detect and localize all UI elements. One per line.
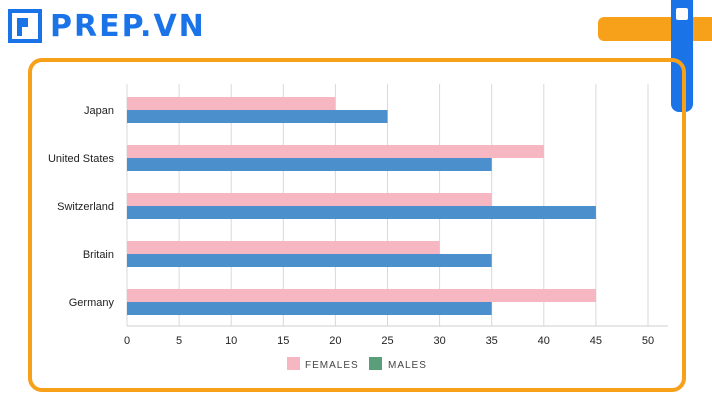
brand-name: PREP.VN [50,8,206,44]
value-axis-labels: 0 5 10 15 20 25 30 35 40 45 50 [124,335,654,347]
x-tick-label: 25 [381,335,393,347]
brand-logo: PREP.VN [8,8,206,44]
bar-males-3 [127,254,492,267]
x-tick-label: 5 [176,335,182,347]
chart-legend: FEMALES MALES [287,357,427,371]
category-label: Britain [83,249,114,261]
decor-white-square [676,8,688,20]
x-tick-label: 10 [225,335,237,347]
category-axis-labels: Japan United States Switzerland Britain Germ… [48,105,115,309]
category-label: Switzerland [57,201,114,213]
legend-label-males: MALES [388,360,427,371]
bar-males-0 [127,110,388,123]
x-tick-label: 0 [124,335,130,347]
bar-males-4 [127,302,492,315]
legend-swatch-males [369,357,382,370]
prep-logo-icon [8,9,42,43]
bar-females-2 [127,193,492,206]
bar-females-0 [127,97,336,110]
category-label: United States [48,153,115,165]
x-tick-label: 30 [433,335,445,347]
x-tick-label: 20 [329,335,341,347]
x-tick-label: 40 [538,335,550,347]
legend-swatch-females [287,357,300,370]
x-tick-label: 45 [590,335,602,347]
category-label: Germany [69,297,115,309]
x-tick-label: 15 [277,335,289,347]
bar-females-1 [127,145,544,158]
bar-females-3 [127,241,440,254]
category-label: Japan [84,105,114,117]
bar-males-2 [127,206,596,219]
decor-orange-bar [598,17,712,41]
x-tick-label: 50 [642,335,654,347]
bar-females-4 [127,289,596,302]
bar-males-1 [127,158,492,171]
decor-blue-bar [671,0,693,112]
chart-bars [127,97,596,315]
x-tick-label: 35 [486,335,498,347]
legend-label-females: FEMALES [305,360,359,371]
chart-frame [28,58,686,392]
